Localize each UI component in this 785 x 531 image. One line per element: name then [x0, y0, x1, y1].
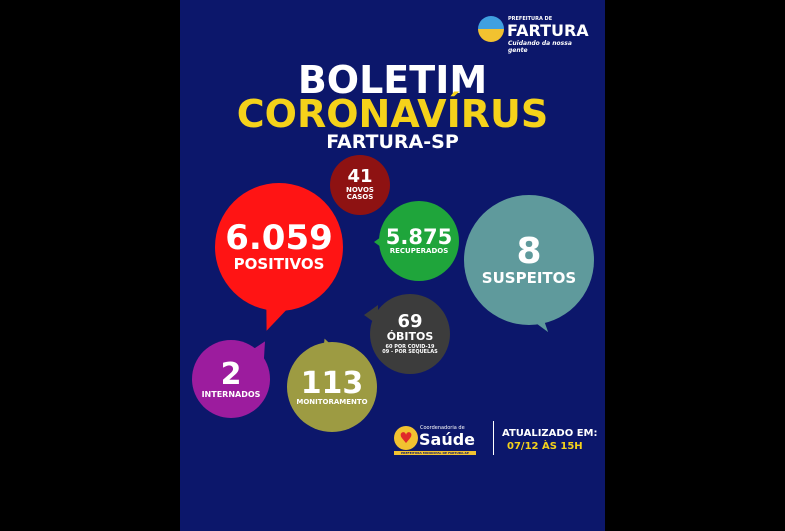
logo-line3: Cuidando da nossa gente	[508, 40, 572, 54]
recuperados-label: RECUPERADOS	[389, 247, 449, 256]
positivos-value: 6.059	[225, 218, 333, 259]
obitos-label: ÓBITOS	[386, 330, 434, 344]
internados-value: 2	[220, 357, 242, 393]
bubble-positivos: 6.059 POSITIVOS	[215, 183, 343, 311]
title-coronavirus: CORONAVÍRUS	[236, 92, 549, 136]
suspeitos-label: SUSPEITOS	[481, 269, 577, 288]
saude-logo-small: Coordenadoria de	[420, 425, 465, 431]
monitoramento-value: 113	[300, 365, 364, 401]
recuperados-value: 5.875	[385, 225, 453, 250]
saude-logo-big: Saúde	[419, 430, 476, 449]
updated-value: 07/12 ÀS 15H	[507, 441, 583, 452]
suspeitos-value: 8	[516, 231, 542, 273]
internados-label: INTERNADOS	[201, 389, 261, 399]
logo-line2: FARTURA	[507, 21, 589, 40]
obitos-value: 69	[397, 310, 423, 332]
title-city: FARTURA-SP	[326, 131, 459, 153]
footer-divider	[493, 421, 494, 455]
updated-label: ATUALIZADO EM:	[502, 428, 598, 439]
bubble-internados: 2 INTERNADOS	[192, 340, 270, 418]
bubble-suspeitos: 8 SUSPEITOS	[464, 195, 594, 325]
bubble-novos-casos: 41 NOVOS CASOS	[330, 155, 390, 215]
prefeitura-logo: PREFEITURA DE FARTURA Cuidando da nossa …	[478, 14, 589, 54]
bubble-monitoramento: 113 MONITORAMENTO	[287, 342, 377, 432]
sun-hand-icon	[478, 16, 504, 42]
heart-icon: ♥	[394, 426, 418, 450]
bubble-recuperados: 5.875 RECUPERADOS	[379, 201, 459, 281]
saude-logo-strip: PREFEITURA MUNICIPAL DE FARTURA-SP	[394, 451, 476, 455]
obitos-detail-2: 09 - POR SEQUELAS	[382, 349, 438, 356]
novos-label: NOVOS CASOS	[346, 186, 374, 202]
novos-value: 41	[347, 166, 373, 188]
title-boletim: BOLETIM	[297, 58, 488, 102]
logo-line1: PREFEITURA DE	[508, 16, 553, 22]
bubble-obitos: 69 ÓBITOS 60 POR COVID-19 09 - POR SEQUE…	[370, 294, 450, 374]
bulletin-panel: PREFEITURA DE FARTURA Cuidando da nossa …	[180, 0, 605, 531]
obitos-detail-1: 60 POR COVID-19	[385, 343, 435, 350]
saude-logo: ♥ Coordenadoria de Saúde PREFEITURA MUNI…	[394, 424, 476, 456]
monitoramento-label: MONITORAMENTO	[296, 398, 368, 407]
positivos-label: POSITIVOS	[233, 254, 325, 273]
